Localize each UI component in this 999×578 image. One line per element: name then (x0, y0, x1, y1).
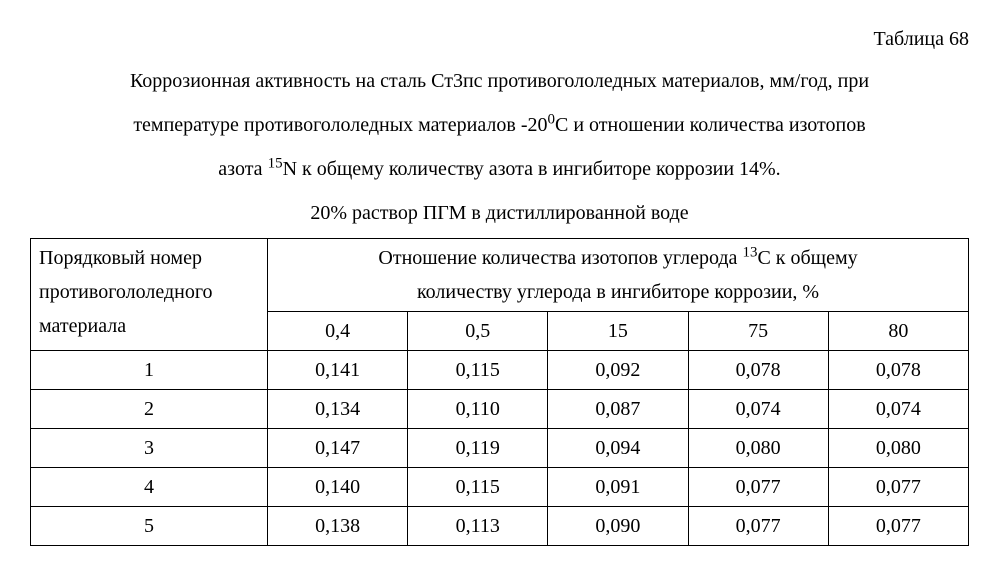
row-num: 3 (31, 429, 268, 468)
table-row: 2 0,134 0,110 0,087 0,074 0,074 (31, 390, 969, 429)
caption-line-3: азота 15N к общему количеству азота в ин… (40, 150, 959, 188)
cell: 0,077 (828, 507, 968, 546)
cell: 0,077 (688, 507, 828, 546)
cell: 0,138 (268, 507, 408, 546)
cell: 0,080 (688, 429, 828, 468)
cell: 0,077 (828, 468, 968, 507)
cell: 0,074 (688, 390, 828, 429)
cell: 0,077 (688, 468, 828, 507)
col-header-b: С к общему (757, 247, 857, 269)
cell: 0,119 (408, 429, 548, 468)
cell: 0,092 (548, 351, 688, 390)
caption-2a: температуре противогололедных материалов… (133, 114, 547, 136)
column-header-merged: Отношение количества изотопов углерода 1… (268, 239, 969, 312)
cell: 0,134 (268, 390, 408, 429)
cell: 0,080 (828, 429, 968, 468)
row-num: 1 (31, 351, 268, 390)
row-num: 2 (31, 390, 268, 429)
row-num: 5 (31, 507, 268, 546)
caption-line-2: температуре противогололедных материалов… (40, 106, 959, 144)
row-header-cell: Порядковый номер противогололедного мате… (31, 239, 268, 351)
cell: 0,115 (408, 468, 548, 507)
cell: 0,140 (268, 468, 408, 507)
table-row: 4 0,140 0,115 0,091 0,077 0,077 (31, 468, 969, 507)
data-table: Порядковый номер противогололедного мате… (30, 238, 969, 546)
caption-3-sup: 15 (268, 155, 283, 171)
caption-3a: азота (218, 158, 267, 180)
row-header-l2: противогололедного (39, 275, 259, 309)
col-header-a: Отношение количества изотопов углерода (378, 247, 742, 269)
table-row: 5 0,138 0,113 0,090 0,077 0,077 (31, 507, 969, 546)
col-2: 15 (548, 312, 688, 351)
col-header-sup: 13 (742, 244, 757, 260)
cell: 0,147 (268, 429, 408, 468)
cell: 0,078 (828, 351, 968, 390)
col-1: 0,5 (408, 312, 548, 351)
cell: 0,087 (548, 390, 688, 429)
col-header-l2: количеству углерода в ингибиторе коррози… (276, 275, 960, 309)
col-4: 80 (828, 312, 968, 351)
row-header-l3: материала (39, 309, 259, 343)
cell: 0,091 (548, 468, 688, 507)
table-row: 3 0,147 0,119 0,094 0,080 0,080 (31, 429, 969, 468)
cell: 0,090 (548, 507, 688, 546)
row-header-l1: Порядковый номер (39, 241, 259, 275)
cell: 0,074 (828, 390, 968, 429)
cell: 0,113 (408, 507, 548, 546)
col-0: 0,4 (268, 312, 408, 351)
caption-3b: N к общему количеству азота в ингибиторе… (283, 158, 781, 180)
cell: 0,078 (688, 351, 828, 390)
caption-line-4: 20% раствор ПГМ в дистиллированной воде (40, 194, 959, 232)
cell: 0,115 (408, 351, 548, 390)
cell: 0,094 (548, 429, 688, 468)
row-num: 4 (31, 468, 268, 507)
caption-line-1: Коррозионная активность на сталь Ст3пс п… (40, 62, 959, 100)
caption-2b: С и отношении количества изотопов (555, 114, 866, 136)
header-row-1: Порядковый номер противогололедного мате… (31, 239, 969, 312)
cell: 0,110 (408, 390, 548, 429)
caption-2-sup: 0 (547, 111, 555, 127)
col-3: 75 (688, 312, 828, 351)
table-row: 1 0,141 0,115 0,092 0,078 0,078 (31, 351, 969, 390)
cell: 0,141 (268, 351, 408, 390)
table-number-label: Таблица 68 (30, 20, 969, 58)
